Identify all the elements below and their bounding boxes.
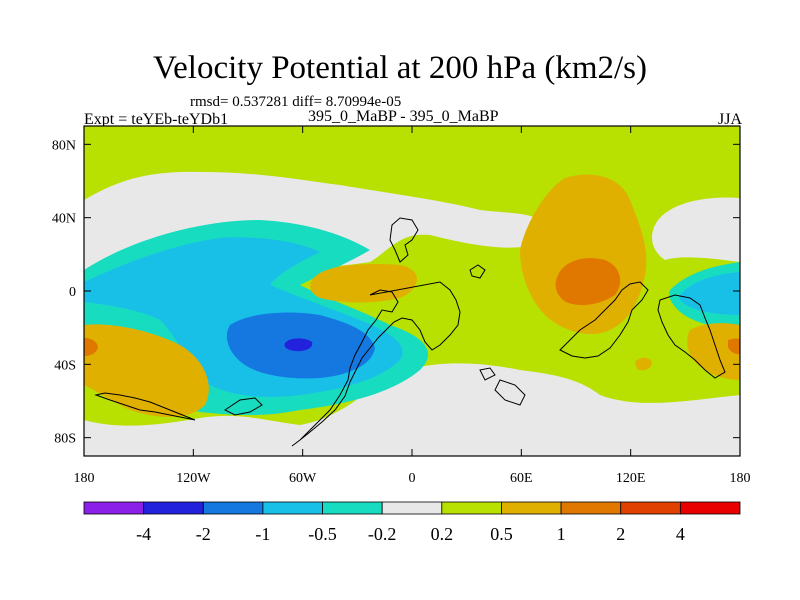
colorbar-swatch [143, 501, 204, 515]
colorbar-swatch [501, 501, 562, 515]
contour-gold-small [635, 357, 652, 371]
x-tick-label: 120W [176, 471, 211, 486]
colorbar-swatch [202, 501, 264, 515]
y-tick-label: 80N [52, 138, 76, 153]
colorbar: -4 -2 -1 -0.5 -0.2 0.2 0.5 1 2 4 [83, 501, 741, 544]
coastline [94, 217, 726, 447]
colorbar-swatch [83, 501, 145, 515]
colorbar-label: 0.5 [490, 524, 513, 544]
colorbar-label: -1 [255, 524, 270, 544]
x-tick-label: 180 [730, 471, 751, 486]
contour-gold-west-pacific [84, 324, 209, 417]
colorbar-label: 2 [616, 524, 625, 544]
colorbar-label: -0.5 [308, 524, 337, 544]
colorbar-label: -4 [136, 524, 151, 544]
colorbar-swatch [322, 501, 383, 515]
contour-orange-west-edge [84, 338, 98, 356]
contour-fill-group [84, 126, 740, 456]
colorbar-swatch [262, 501, 323, 515]
chart-title: Velocity Potential at 200 hPa (km2/s) [152, 50, 648, 86]
stats-line: rmsd= 0.537281 diff= 8.70994e-05 [190, 94, 402, 110]
contour-grey-northeast [652, 197, 740, 262]
y-tick-label: 40S [54, 358, 76, 373]
x-tick-label: 60E [510, 471, 533, 486]
y-tick-label: 80S [54, 432, 76, 447]
axis-ticks: 180 120W 60W 0 60E 120E 180 80N 40N 0 40S 80S [52, 126, 751, 486]
contour-orange-east-edge [728, 338, 740, 355]
colorbar-label: 1 [557, 524, 566, 544]
x-tick-label: 180 [74, 471, 95, 486]
colorbar-swatch [560, 501, 622, 515]
x-tick-label: 0 [409, 471, 416, 486]
contour-lightblue-east [679, 272, 740, 315]
case-label: 395_0_MaBP - 395_0_MaBP [308, 108, 499, 125]
x-tick-label: 120E [616, 471, 646, 486]
contour-core-minimum [284, 338, 313, 352]
season-label: JJA [717, 111, 742, 128]
colorbar-swatch [679, 501, 741, 515]
colorbar-swatch [620, 501, 681, 515]
contour-gold-atlantic [310, 263, 417, 303]
colorbar-swatch [381, 501, 443, 515]
colorbar-swatch [441, 501, 502, 515]
y-tick-label: 40N [52, 212, 76, 227]
colorbar-label: 4 [676, 524, 685, 544]
colorbar-label: -0.2 [368, 524, 397, 544]
contour-orange-maximum [555, 258, 621, 306]
y-tick-label: 0 [69, 285, 76, 300]
colorbar-label: -2 [196, 524, 211, 544]
x-tick-label: 60W [289, 471, 317, 486]
contour-grey-south [84, 363, 740, 456]
experiment-label: Expt = teYEb-teYDb1 [84, 111, 229, 128]
colorbar-label: 0.2 [431, 524, 454, 544]
